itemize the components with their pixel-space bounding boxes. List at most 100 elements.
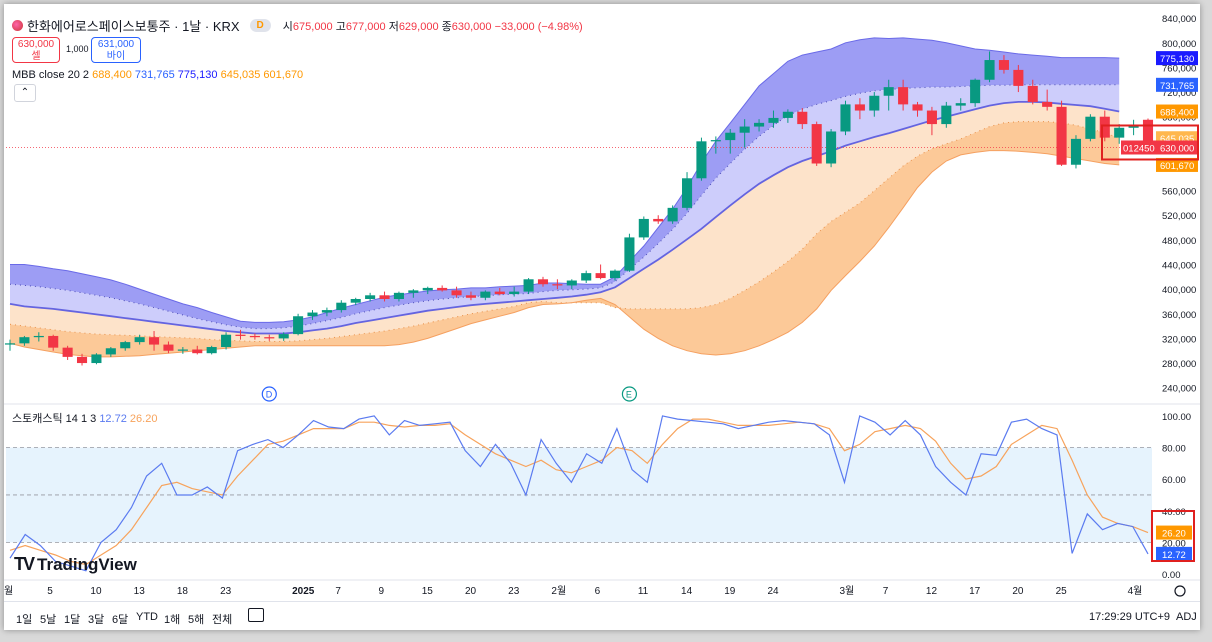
candle-body: [264, 337, 275, 339]
candle-body: [609, 270, 621, 279]
candle-body: [48, 335, 59, 348]
timeframe-1d[interactable]: 1일: [16, 614, 33, 626]
timeframe-all[interactable]: 전체: [212, 614, 233, 626]
candle: [163, 341, 174, 354]
candle-body: [926, 110, 937, 125]
candle-body: [192, 349, 203, 354]
highlight-box-stoch: [1151, 510, 1195, 562]
price-axis-tag-label: 731,765: [1160, 81, 1194, 92]
chart-window: 840,000800,000760,000720,000680,000640,0…: [4, 4, 1200, 630]
candle-body: [465, 295, 477, 298]
candle-body: [408, 290, 419, 293]
price-tick-label: 560,000: [1162, 187, 1196, 198]
candle-body: [62, 347, 73, 357]
price-axis-tag: [1156, 77, 1198, 92]
time-tick-label: 11: [638, 586, 649, 597]
candle-body: [624, 237, 635, 271]
buy-button[interactable]: 631,000 바이: [91, 37, 141, 63]
candle-body: [1099, 116, 1110, 138]
stoch-label: 스토캐스틱 14 1 3: [12, 413, 97, 425]
stoch-axis-tag: [1156, 546, 1192, 561]
candle-body: [149, 337, 160, 345]
tradingview-logo[interactable]: TV TradingView: [14, 554, 137, 575]
candle: [926, 106, 937, 136]
candle: [321, 307, 332, 317]
candle-body: [451, 290, 462, 296]
candle: [19, 335, 30, 346]
collapse-legend-button[interactable]: ⌃: [14, 84, 36, 102]
candle-body: [566, 280, 577, 286]
sell-price: 630,000: [17, 39, 55, 50]
exchange-badge: D: [249, 19, 271, 32]
chart-canvas[interactable]: 840,000800,000760,000720,000680,000640,0…: [4, 4, 1200, 601]
time-tick-label: 20: [1012, 586, 1024, 597]
sell-button[interactable]: 630,000 셀: [12, 37, 60, 63]
timeframe-5y[interactable]: 5해: [188, 614, 205, 626]
candle: [710, 136, 721, 154]
candle-body: [393, 292, 404, 299]
lower-band-fill: [10, 121, 1120, 357]
timeframe-ytd[interactable]: YTD: [136, 611, 158, 623]
candle: [235, 329, 246, 340]
candle-body: [523, 279, 534, 292]
candle-body: [1128, 125, 1139, 128]
candle-body: [768, 117, 779, 123]
price-axis-tag-label: 630,000: [1160, 143, 1194, 154]
candle: [681, 172, 693, 211]
timeframe-1m[interactable]: 1달: [64, 614, 81, 626]
timeframe-3m[interactable]: 3달: [88, 614, 105, 626]
candle-body: [1013, 69, 1024, 86]
price-axis-tag-label: 601,670: [1160, 161, 1194, 172]
candle: [437, 285, 448, 292]
candle: [350, 297, 361, 306]
candle: [105, 347, 116, 357]
candle-body: [1027, 85, 1038, 102]
time-tick-label: 23: [220, 586, 232, 597]
candle-body: [177, 349, 188, 351]
timeframe-5d[interactable]: 5날: [40, 614, 57, 626]
candle-body: [739, 126, 750, 133]
price-axis-tag-label: 688,400: [1160, 108, 1194, 119]
mbb-legend[interactable]: MBB close 20 2 688,400 731,765 775,130 6…: [12, 69, 303, 81]
price-tick-label: 520,000: [1162, 211, 1196, 222]
candle: [206, 345, 217, 355]
clock-display[interactable]: 17:29:29 UTC+9: [1089, 611, 1171, 623]
candle: [523, 278, 534, 295]
adjust-toggle[interactable]: ADJ: [1176, 611, 1197, 623]
ohlc-values: 시675,000 고677,000 저629,000 종630,000 −33,…: [282, 20, 583, 33]
timeframe-6m[interactable]: 6달: [112, 614, 129, 626]
stoch-tick-label: 0.00: [1162, 570, 1181, 581]
symbol-code-tag: [1121, 140, 1157, 155]
candle: [898, 79, 909, 111]
price-axis-tag: [1156, 157, 1198, 172]
candle: [840, 100, 851, 136]
candle: [177, 347, 188, 354]
stoch-line-d: [9, 418, 1149, 566]
buy-price: 631,000: [97, 39, 135, 50]
candle-body: [19, 337, 30, 344]
candle: [293, 313, 304, 336]
time-tick-label: 3월: [839, 585, 854, 597]
tradingview-logo-icon: TV: [14, 554, 35, 574]
price-tick-label: 720,000: [1162, 88, 1196, 99]
candle: [422, 286, 433, 295]
symbol-code-label: 012450: [1123, 143, 1155, 154]
symbol-title[interactable]: 한화에어로스페이스보통주 · 1날 · KRX: [27, 19, 240, 34]
price-tick-label: 840,000: [1162, 14, 1196, 25]
candle: [192, 345, 203, 355]
lower-mid-band-line: [9, 121, 1120, 342]
candle-body: [105, 348, 116, 355]
candle-body: [422, 287, 433, 291]
candle-body: [1085, 116, 1096, 139]
candle: [1013, 64, 1024, 93]
candle: [336, 300, 347, 313]
date-range-calendar-icon[interactable]: [248, 608, 264, 622]
candle-body: [134, 337, 145, 343]
timeframe-1y[interactable]: 1해: [164, 614, 181, 626]
candle: [33, 332, 44, 342]
candle-body: [883, 87, 894, 96]
stoch-legend[interactable]: 스토캐스틱 14 1 3 12.72 26.20: [12, 410, 157, 426]
candle-body: [1042, 101, 1053, 107]
candle-body: [912, 104, 923, 111]
candle-body: [235, 334, 246, 336]
